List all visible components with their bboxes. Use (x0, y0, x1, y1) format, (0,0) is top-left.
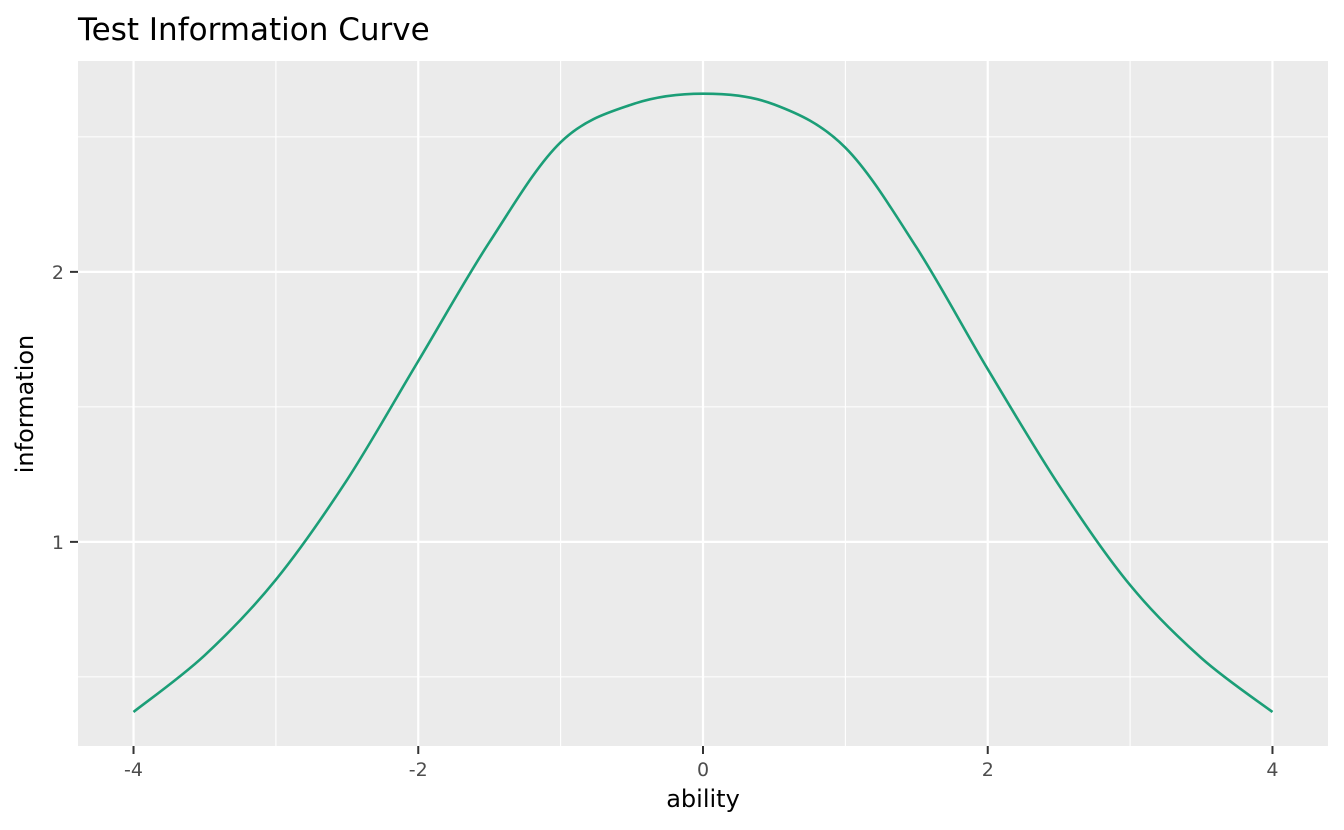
axis-tick-labels: -4 -2 0 2 4 1 2 (52, 262, 1279, 781)
plot-title: Test Information Curve (77, 12, 430, 48)
y-tick-label: 1 (52, 532, 64, 554)
x-tick-label: 2 (982, 759, 994, 781)
x-tick-label: -2 (409, 759, 428, 781)
information-curve (132, 92, 1274, 714)
x-tick-label: -4 (124, 759, 143, 781)
y-axis-title: information (11, 335, 39, 474)
information-curve-line (132, 92, 1274, 714)
x-axis-title: ability (666, 785, 740, 813)
y-tick-label: 2 (52, 262, 64, 284)
axis-tick-marks (70, 270, 1274, 754)
x-tick-label: 0 (697, 759, 709, 781)
grid-major-lines (78, 61, 1328, 746)
x-tick-label: 4 (1266, 759, 1278, 781)
